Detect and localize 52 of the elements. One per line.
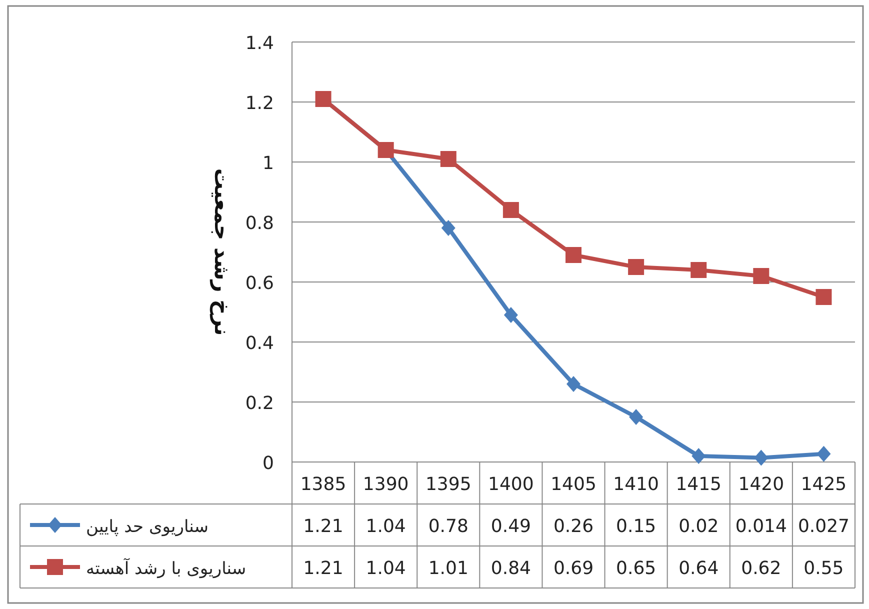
data-label: 1.04	[366, 558, 406, 579]
y-tick-label: 0.4	[245, 333, 274, 354]
point	[816, 289, 832, 305]
data-label: 0.69	[553, 558, 594, 579]
y-tick-label: 1.4	[245, 33, 274, 54]
x-tick-label: 1405	[550, 474, 596, 495]
data-label: 0.02	[678, 516, 719, 537]
x-tick-label: 1400	[488, 474, 534, 495]
data-label: 0.78	[428, 516, 468, 537]
data-label: 0.55	[804, 558, 844, 579]
y-tick-label: 0.8	[245, 213, 274, 234]
data-label: 0.64	[678, 558, 719, 579]
point	[441, 220, 456, 236]
x-tick-label: 1415	[676, 474, 722, 495]
point	[816, 446, 831, 462]
point	[690, 262, 707, 278]
data-label: 1.21	[303, 516, 344, 537]
data-label: 0.15	[616, 516, 656, 537]
legend-label: سناریوی حد پایین	[86, 517, 209, 537]
data-label: 0.62	[741, 558, 782, 579]
legend-label: سناریوی با رشد آهسته	[86, 558, 246, 579]
x-tick-label: 1425	[800, 474, 847, 495]
point	[628, 259, 644, 275]
data-label: 1.01	[428, 558, 468, 579]
data-label: 0.84	[490, 558, 531, 579]
data-label: 1.21	[303, 558, 344, 579]
x-tick-label: 1390	[362, 474, 409, 495]
point	[754, 450, 768, 466]
point	[502, 202, 519, 218]
point	[566, 247, 582, 263]
point	[692, 448, 706, 464]
x-tick-label: 1410	[613, 474, 659, 495]
point	[504, 307, 518, 323]
point	[440, 151, 456, 167]
x-tick-label: 1385	[300, 474, 346, 495]
y-tick-label: 0	[262, 453, 274, 474]
y-tick-label: 1	[262, 153, 274, 174]
point	[566, 376, 580, 392]
data-label: 1.04	[366, 516, 406, 537]
y-tick-label: 1.2	[245, 93, 274, 114]
point	[753, 268, 770, 284]
data-label: 0.65	[616, 558, 656, 579]
y-tick-label: 0.6	[245, 273, 274, 294]
y-axis-title: نرخ رشد جمعیت	[209, 168, 234, 336]
point	[629, 409, 644, 425]
y-tick-label: 0.2	[245, 393, 274, 414]
x-tick-label: 1420	[738, 474, 784, 495]
data-label: 0.26	[553, 516, 594, 537]
data-label: 0.014	[735, 516, 787, 537]
data-label: 0.027	[798, 516, 850, 537]
x-tick-label: 1395	[425, 474, 472, 495]
data-label: 0.49	[490, 516, 531, 537]
